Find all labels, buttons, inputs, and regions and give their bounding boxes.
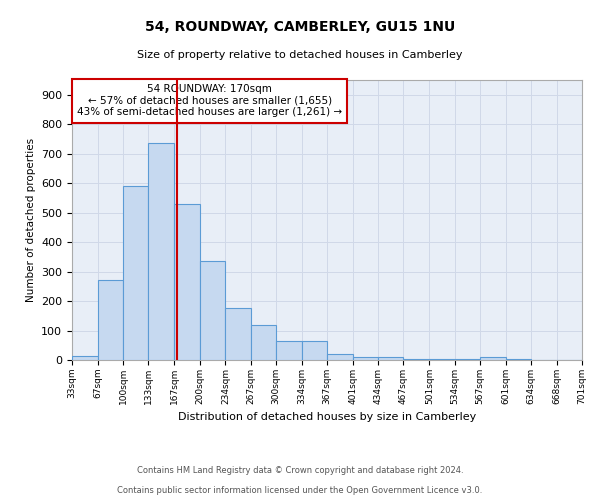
Text: Contains public sector information licensed under the Open Government Licence v3: Contains public sector information licen… <box>118 486 482 495</box>
Bar <box>98 280 123 360</box>
Bar <box>148 144 175 360</box>
Bar <box>327 354 353 360</box>
Text: Contains HM Land Registry data © Crown copyright and database right 2024.: Contains HM Land Registry data © Crown c… <box>137 466 463 475</box>
Bar <box>353 357 378 360</box>
Text: 54, ROUNDWAY, CAMBERLEY, GU15 1NU: 54, ROUNDWAY, CAMBERLEY, GU15 1NU <box>145 20 455 34</box>
Text: 54 ROUNDWAY: 170sqm
← 57% of detached houses are smaller (1,655)
43% of semi-det: 54 ROUNDWAY: 170sqm ← 57% of detached ho… <box>77 84 342 117</box>
Bar <box>479 357 506 360</box>
Bar <box>199 262 226 360</box>
Bar <box>276 341 302 360</box>
X-axis label: Distribution of detached houses by size in Camberley: Distribution of detached houses by size … <box>178 412 476 422</box>
Bar <box>175 204 200 360</box>
Bar <box>430 358 455 360</box>
Bar <box>302 341 327 360</box>
Text: Size of property relative to detached houses in Camberley: Size of property relative to detached ho… <box>137 50 463 60</box>
Y-axis label: Number of detached properties: Number of detached properties <box>26 138 35 302</box>
Bar <box>378 357 403 360</box>
Bar <box>403 358 430 360</box>
Bar <box>72 356 98 360</box>
Bar <box>455 358 479 360</box>
Bar <box>506 359 531 360</box>
Bar <box>123 186 148 360</box>
Bar <box>251 324 276 360</box>
Bar <box>226 308 251 360</box>
